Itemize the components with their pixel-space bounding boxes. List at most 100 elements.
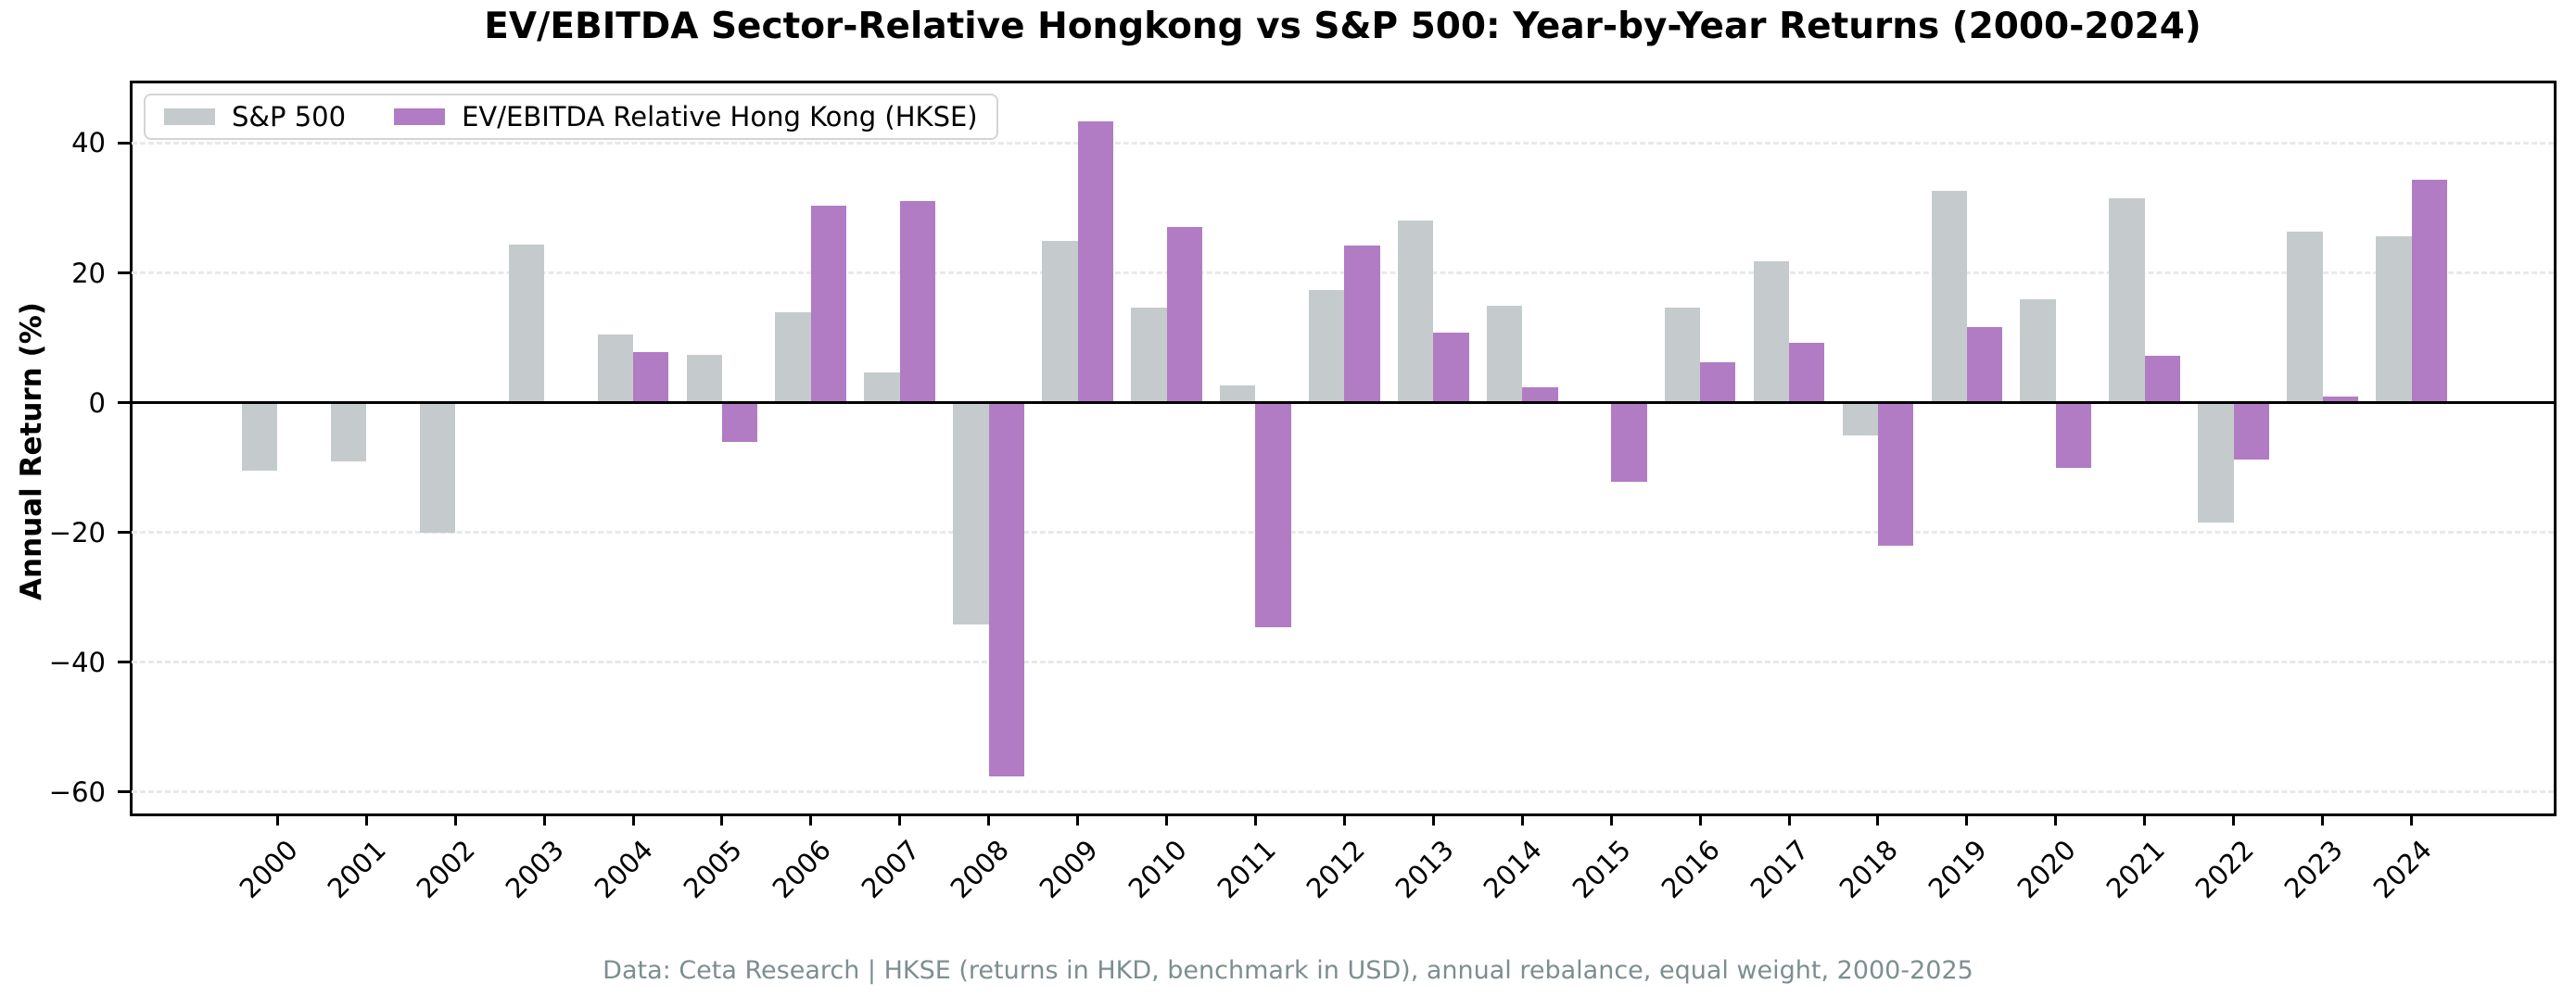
bar-hkse-2009	[1077, 120, 1113, 403]
bar-sp500-2008	[953, 402, 989, 625]
bar-sp500-2013	[1397, 221, 1434, 403]
bar-sp500-2002	[419, 402, 456, 533]
gridline--40	[132, 661, 2554, 664]
bar-sp500-2024	[2376, 235, 2412, 403]
y-tick-0	[118, 401, 132, 405]
legend-item-hkse: EV/EBITDA Relative Hong Kong (HKSE)	[394, 101, 978, 132]
y-tick-label-20: 20	[71, 257, 106, 289]
x-tick-label-2016: 2016	[1655, 834, 1727, 905]
x-tick-label-2023: 2023	[2278, 834, 2349, 905]
x-tick-2024	[2410, 813, 2414, 826]
x-tick-2010	[1165, 813, 1169, 826]
x-tick-label-2015: 2015	[1567, 834, 1638, 905]
x-tick-label-2018: 2018	[1833, 834, 1905, 905]
y-tick-40	[118, 141, 132, 145]
x-tick-2011	[1253, 813, 1257, 826]
bar-hkse-2017	[1789, 343, 1825, 403]
bar-sp500-2012	[1309, 290, 1345, 403]
y-tick-label--40: −40	[48, 646, 106, 678]
bar-hkse-2007	[899, 201, 936, 403]
bar-hkse-2005	[721, 402, 758, 442]
x-tick-label-2021: 2021	[2100, 834, 2171, 905]
x-tick-2002	[453, 813, 457, 826]
bar-sp500-2016	[1664, 308, 1701, 403]
x-tick-label-2013: 2013	[1389, 834, 1460, 905]
x-tick-2000	[275, 813, 279, 826]
bar-hkse-2006	[810, 206, 847, 403]
x-tick-label-2009: 2009	[1033, 834, 1104, 905]
y-tick-label--60: −60	[48, 775, 106, 808]
y-tick--20	[118, 531, 132, 535]
bar-hkse-2024	[2411, 180, 2447, 403]
x-tick-label-2005: 2005	[677, 834, 748, 905]
y-tick--60	[118, 790, 132, 794]
x-tick-2023	[2321, 813, 2325, 826]
legend-item-sp500: S&P 500	[164, 101, 346, 132]
hkse-swatch-icon	[394, 108, 446, 125]
bar-sp500-2021	[2109, 197, 2145, 403]
x-tick-label-2014: 2014	[1478, 834, 1549, 905]
x-tick-2001	[364, 813, 368, 826]
bar-sp500-2020	[2020, 298, 2056, 403]
bar-sp500-2010	[1131, 308, 1167, 403]
bar-sp500-2023	[2287, 232, 2323, 403]
x-tick-label-2024: 2024	[2367, 834, 2438, 905]
x-tick-label-2011: 2011	[1211, 834, 1282, 905]
bar-hkse-2016	[1700, 362, 1736, 403]
x-tick-label-2019: 2019	[1922, 834, 1993, 905]
sp500-swatch-icon	[164, 108, 215, 125]
x-tick-label-2007: 2007	[855, 834, 926, 905]
chart-title: EV/EBITDA Sector-Relative Hongkong vs S&…	[484, 6, 2202, 47]
y-tick--40	[118, 661, 132, 664]
x-tick-2016	[1698, 813, 1702, 826]
x-tick-label-2004: 2004	[588, 834, 660, 905]
x-tick-label-2008: 2008	[944, 834, 1015, 905]
x-tick-2004	[631, 813, 635, 826]
bar-hkse-2012	[1344, 246, 1380, 403]
bar-hkse-2014	[1522, 386, 1558, 403]
bar-sp500-2019	[1931, 191, 1967, 403]
legend: S&P 500 EV/EBITDA Relative Hong Kong (HK…	[144, 94, 998, 140]
x-tick-2022	[2232, 813, 2236, 826]
footer-caption: Data: Ceta Research | HKSE (returns in H…	[603, 956, 1973, 985]
gridline-40	[132, 141, 2554, 145]
x-tick-2007	[898, 813, 902, 826]
x-tick-label-2000: 2000	[233, 834, 304, 905]
x-tick-2006	[809, 813, 813, 826]
y-tick-label-40: 40	[71, 127, 106, 159]
y-tick-label-0: 0	[88, 386, 106, 419]
x-tick-label-2002: 2002	[410, 834, 482, 905]
x-tick-label-2017: 2017	[1744, 834, 1816, 905]
x-tick-2009	[1076, 813, 1080, 826]
x-tick-2017	[1787, 813, 1791, 826]
x-tick-2020	[2054, 813, 2058, 826]
bar-sp500-2022	[2198, 402, 2234, 523]
y-tick-label--20: −20	[48, 516, 106, 548]
x-tick-label-2020: 2020	[2011, 834, 2082, 905]
bar-hkse-2011	[1255, 402, 1291, 627]
bar-sp500-2009	[1042, 240, 1078, 403]
x-tick-2013	[1431, 813, 1435, 826]
x-tick-label-2022: 2022	[2189, 834, 2260, 905]
gridline--60	[132, 790, 2554, 794]
x-tick-label-2010: 2010	[1122, 834, 1193, 905]
bar-hkse-2010	[1166, 227, 1202, 403]
bar-sp500-2007	[864, 372, 900, 403]
bar-sp500-2006	[775, 311, 811, 403]
zero-line	[132, 401, 2554, 405]
x-tick-2005	[720, 813, 724, 826]
x-tick-2014	[1520, 813, 1524, 826]
bar-sp500-2001	[330, 402, 367, 461]
bar-sp500-2004	[597, 334, 633, 403]
bar-hkse-2008	[988, 402, 1025, 777]
x-tick-2019	[1965, 813, 1969, 826]
y-axis-title: Annual Return (%)	[15, 302, 48, 600]
x-tick-label-2006: 2006	[766, 834, 837, 905]
bar-hkse-2020	[2055, 402, 2092, 468]
bar-hkse-2023	[2322, 396, 2358, 403]
bar-sp500-2011	[1220, 385, 1256, 403]
bar-sp500-2005	[686, 354, 722, 403]
x-tick-label-2003: 2003	[499, 834, 571, 905]
gridline-20	[132, 271, 2554, 275]
